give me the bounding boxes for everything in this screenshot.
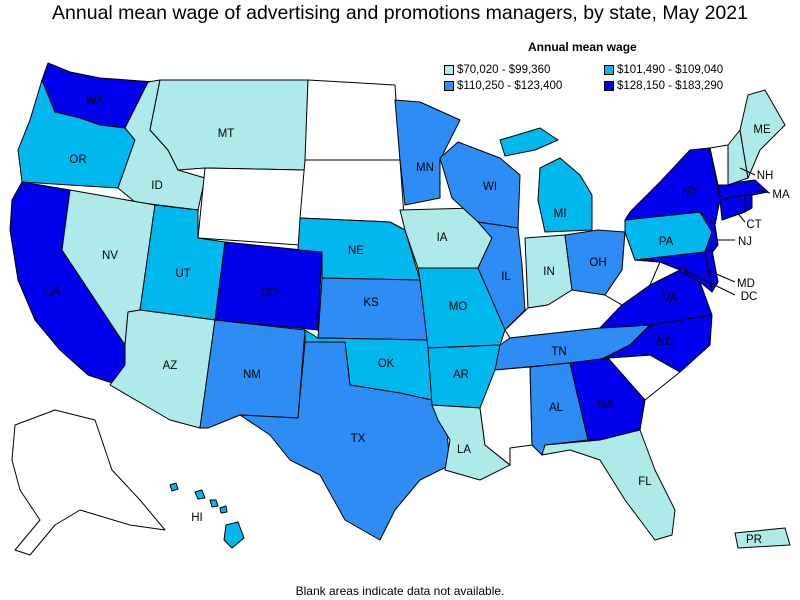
state-label-MO: MO — [449, 301, 468, 313]
state-label-NV: NV — [102, 250, 118, 262]
state-label-CO: CO — [260, 287, 277, 299]
legend-item-bin-2: $110,250 - $123,400 — [444, 80, 562, 92]
state-label-IA: IA — [437, 232, 448, 244]
map-title: Annual mean wage of advertising and prom… — [52, 2, 748, 24]
state-label-WA: WA — [86, 95, 104, 107]
legend-item-bin-1: $101,490 - $109,040 — [604, 64, 723, 76]
state-ME[interactable] — [739, 89, 786, 179]
state-label-OK: OK — [378, 358, 395, 370]
state-label-AZ: AZ — [163, 360, 178, 372]
state-label-PA: PA — [659, 236, 674, 248]
state-label-LA: LA — [457, 444, 471, 456]
state-label-NJ: NJ — [738, 236, 752, 248]
footnote: Blank areas indicate data not available. — [295, 584, 505, 598]
state-label-CT: CT — [746, 219, 761, 231]
state-label-VA: VA — [663, 292, 678, 304]
state-label-MT: MT — [218, 128, 235, 140]
state-FL[interactable] — [541, 429, 676, 541]
state-NC[interactable] — [599, 314, 713, 373]
state-MA[interactable] — [717, 179, 769, 201]
state-label-NM: NM — [243, 369, 261, 381]
state-label-NE: NE — [348, 245, 364, 257]
state-HI[interactable] — [169, 482, 245, 549]
legend-label-0: $70,020 - $99,360 — [457, 64, 551, 76]
state-DC[interactable] — [679, 266, 687, 274]
legend-swatch-0 — [444, 65, 454, 75]
state-AK[interactable] — [11, 409, 166, 556]
state-label-AR: AR — [453, 369, 469, 381]
state-label-OR: OR — [69, 154, 86, 166]
state-MI[interactable] — [499, 127, 593, 233]
legend-label-3: $128,150 - $183,290 — [617, 80, 724, 92]
state-label-NC: NC — [657, 336, 674, 348]
state-label-WI: WI — [483, 181, 497, 193]
state-ND[interactable] — [304, 79, 401, 161]
state-label-DC: DC — [741, 291, 758, 303]
state-label-NY: NY — [682, 186, 698, 198]
legend-swatch-1 — [604, 65, 614, 75]
state-label-OH: OH — [589, 257, 606, 269]
state-MT[interactable] — [149, 79, 309, 171]
state-MN[interactable] — [394, 99, 461, 206]
legend-item-bin-3: $128,150 - $183,290 — [604, 80, 723, 92]
state-label-MI: MI — [554, 208, 567, 220]
state-label-AL: AL — [549, 402, 564, 414]
legend-label-1: $101,490 - $109,040 — [617, 64, 724, 76]
state-label-MA: MA — [772, 189, 790, 201]
state-WY[interactable] — [197, 167, 306, 246]
state-DE[interactable] — [704, 249, 719, 293]
state-WI[interactable] — [439, 141, 521, 229]
state-VA[interactable] — [599, 269, 713, 329]
legend-item-bin-0: $70,020 - $99,360 — [444, 64, 550, 76]
state-label-UT: UT — [175, 268, 190, 280]
legend-title: Annual mean wage — [528, 40, 637, 54]
legend-swatch-3 — [604, 81, 614, 91]
state-label-NH: NH — [757, 170, 774, 182]
state-label-GA: GA — [597, 399, 614, 411]
state-PR[interactable] — [734, 527, 791, 549]
legend-swatch-2 — [444, 81, 454, 91]
state-NY[interactable] — [624, 147, 721, 226]
leader-lines — [683, 167, 771, 296]
state-label-CA: CA — [44, 286, 60, 298]
state-label-FL: FL — [638, 476, 652, 488]
state-label-TX: TX — [351, 433, 366, 445]
state-label-KS: KS — [363, 297, 379, 309]
state-label-ME: ME — [753, 124, 771, 136]
state-RI[interactable] — [744, 194, 753, 213]
state-label-IL: IL — [501, 271, 511, 283]
state-label-PR: PR — [746, 534, 762, 546]
state-label-TN: TN — [551, 346, 566, 358]
state-CO[interactable] — [214, 241, 323, 331]
state-label-MN: MN — [416, 162, 434, 174]
state-TX[interactable] — [239, 341, 451, 541]
state-label-IN: IN — [543, 266, 555, 278]
state-label-MD: MD — [737, 278, 755, 290]
state-label-ID: ID — [151, 180, 163, 192]
state-label-HI: HI — [191, 512, 203, 524]
legend-label-2: $110,250 - $123,400 — [457, 80, 563, 92]
